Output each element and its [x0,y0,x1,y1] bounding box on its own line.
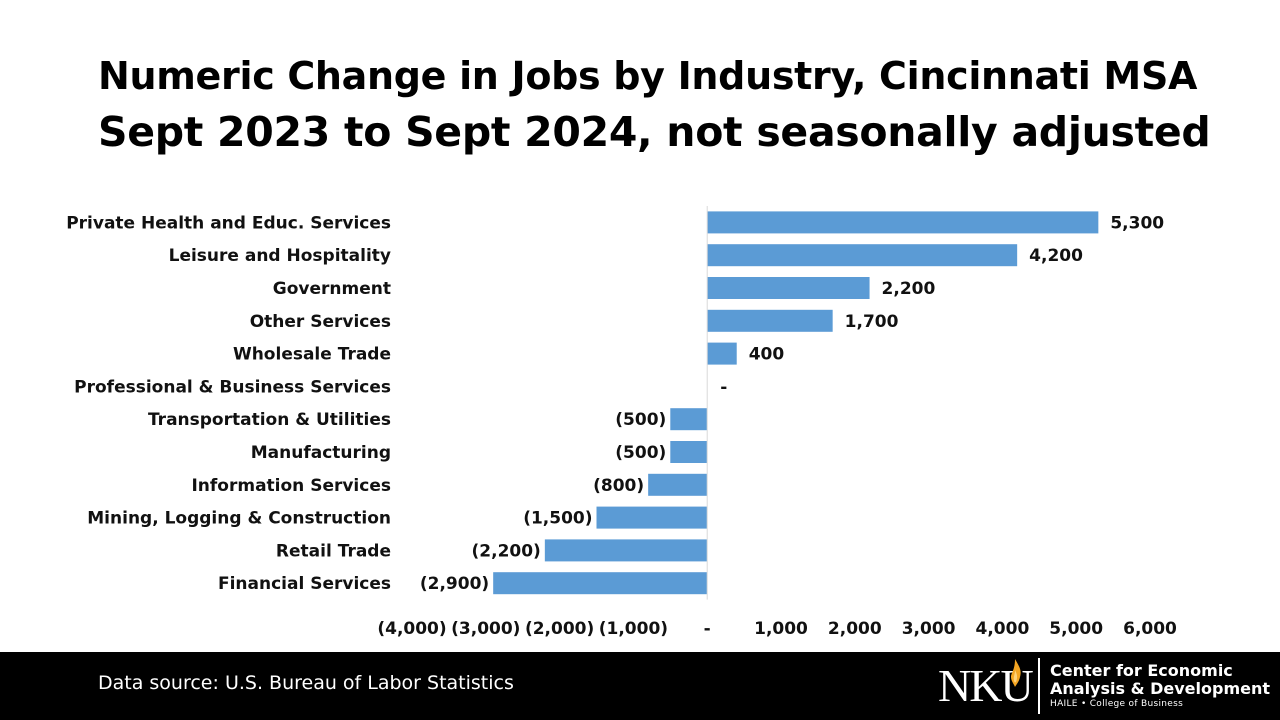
data-source-text: Data source: U.S. Bureau of Labor Statis… [98,672,514,694]
data-label: - [720,377,727,397]
category-label: Financial Services [218,574,391,594]
bars-group [493,211,1099,595]
data-label: 4,200 [1029,246,1083,266]
x-tick-labels: (4,000) (3,000) (2,000) (1,000) - 1,000 2,000 3… [377,619,1177,639]
category-labels: Private Health and Educ. Services Leisure… [66,213,391,594]
category-label: Other Services [250,312,391,332]
data-label: 2,200 [882,279,936,299]
data-label: (2,900) [420,574,489,594]
category-label: Wholesale Trade [233,345,391,365]
bar [707,342,737,365]
flame-icon [1011,659,1021,687]
category-label: Mining, Logging & Construction [87,509,391,529]
x-tick-label: (3,000) [451,619,520,639]
bar [707,211,1099,234]
bar [596,506,708,529]
bar-chart: Private Health and Educ. Services Leisure… [66,206,1177,639]
x-tick-label: 3,000 [902,619,956,639]
data-label: 1,700 [845,312,899,332]
bar [670,441,708,463]
logo-divider [1038,658,1040,714]
data-label: (2,200) [472,541,541,561]
bar [707,277,870,299]
bar [707,309,833,332]
category-label: Retail Trade [276,541,391,561]
data-label: 400 [749,345,785,365]
x-tick-label: - [704,619,711,639]
bar [493,572,708,595]
bar [670,408,708,431]
x-tick-label: 4,000 [976,619,1030,639]
category-label: Manufacturing [251,443,391,463]
data-labels: 5,3004,2002,2001,700400-(500)(500)(800)(… [420,213,1164,594]
bar [707,244,1018,267]
x-tick-label: (4,000) [377,619,446,639]
bar [648,473,708,496]
category-label: Transportation & Utilities [148,410,391,430]
x-tick-label: (1,000) [599,619,668,639]
footer-bar: Data source: U.S. Bureau of Labor Statis… [0,652,1280,720]
center-name-line1: Center for Economic [1050,661,1233,680]
category-label: Leisure and Hospitality [169,246,391,266]
data-label: (1,500) [523,509,592,529]
chart-subtitle: Sept 2023 to Sept 2024, not seasonally a… [98,108,1211,156]
category-label: Government [273,279,391,299]
x-tick-label: 6,000 [1123,619,1177,639]
x-tick-label: 5,000 [1049,619,1103,639]
data-label: (800) [593,476,644,496]
category-label: Information Services [191,476,391,496]
center-name-line2: Analysis & Development [1050,679,1271,698]
category-label: Private Health and Educ. Services [66,213,391,233]
x-tick-label: (2,000) [525,619,594,639]
category-label: Professional & Business Services [74,377,391,397]
chart-title: Numeric Change in Jobs by Industry, Cinc… [98,54,1198,98]
data-label: 5,300 [1110,213,1164,233]
bar [544,539,708,562]
college-name: HAILE • College of Business [1050,699,1184,709]
data-label: (500) [615,410,666,430]
data-label: (500) [615,443,666,463]
x-tick-label: 2,000 [828,619,882,639]
x-tick-label: 1,000 [754,619,808,639]
